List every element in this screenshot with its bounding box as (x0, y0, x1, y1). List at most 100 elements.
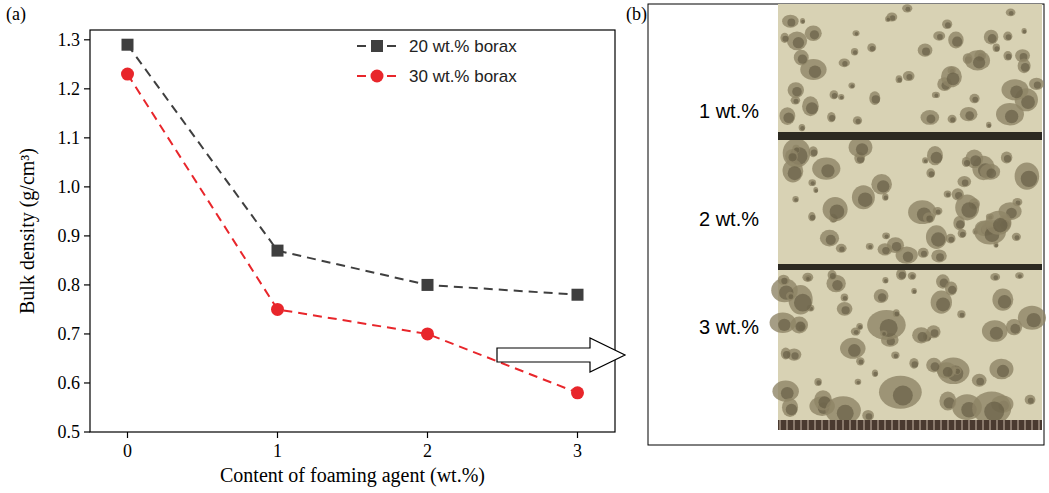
pore (804, 275, 811, 281)
pore (958, 229, 967, 238)
pore (800, 18, 805, 24)
pore-shadow (873, 372, 877, 376)
pore (836, 244, 847, 253)
pore-shadow (924, 159, 928, 163)
pore-shadow (918, 332, 928, 342)
pore-shadow (976, 378, 984, 386)
ruler-tick (857, 420, 858, 430)
pore-shadow (848, 344, 861, 357)
pore (885, 16, 891, 22)
pore-shadow (956, 220, 965, 229)
pore (799, 124, 806, 131)
pore (848, 82, 855, 88)
pore (1006, 9, 1016, 17)
ruler-tick (1025, 420, 1026, 430)
ruler-tick (1032, 420, 1033, 430)
pore-shadow (781, 387, 794, 400)
plot-frame (90, 30, 615, 432)
pore-shadow (810, 215, 816, 221)
slab-gap (778, 132, 1042, 140)
ruler-tick (1018, 420, 1019, 430)
pore-shadow (856, 143, 868, 155)
pore (882, 193, 888, 201)
y-tick (84, 39, 90, 40)
pore-shadow (778, 319, 790, 331)
pore (839, 58, 850, 67)
pore-shadow (832, 280, 842, 290)
pore (902, 4, 912, 12)
pore-shadow (895, 312, 900, 317)
ruler-tick (864, 420, 865, 430)
pore-shadow (814, 189, 818, 193)
pore (790, 316, 808, 333)
pore-shadow (791, 352, 798, 359)
ruler-tick (829, 420, 830, 430)
y-tick (84, 137, 90, 138)
pore (944, 190, 952, 197)
foam-slab (770, 268, 1046, 425)
pore (781, 347, 791, 359)
pore-shadow (936, 209, 941, 214)
pore (953, 216, 965, 230)
data-point (422, 279, 434, 291)
y-tick-label: 1.0 (58, 177, 81, 197)
photo-label: 2 wt.% (699, 208, 759, 230)
pore-shadow (965, 111, 974, 120)
pore-shadow (998, 295, 1011, 308)
data-point (272, 245, 284, 257)
legend: 20 wt.% borax30 wt.% borax (357, 37, 517, 86)
pore-shadow (839, 246, 844, 251)
pore (984, 30, 999, 45)
pore-shadow (829, 115, 835, 121)
data-point (122, 39, 134, 51)
pore-shadow (882, 332, 886, 336)
pore (787, 31, 807, 50)
series-line (128, 74, 578, 393)
ruler-tick (969, 420, 970, 430)
pore (841, 294, 849, 302)
pore-shadow (792, 87, 802, 97)
pore-shadow (786, 404, 797, 415)
pore-shadow (921, 251, 927, 257)
y-tick (84, 235, 90, 236)
pore-shadow (929, 171, 935, 177)
ruler-tick (899, 420, 900, 430)
ruler-tick (927, 420, 928, 430)
pore (1012, 233, 1021, 241)
pore-shadow (987, 124, 991, 128)
pore-shadow (945, 22, 951, 28)
y-tick-label: 0.8 (58, 275, 81, 295)
x-tick (277, 432, 278, 438)
y-tick-label: 0.7 (58, 324, 81, 344)
pore-shadow (866, 413, 873, 420)
pore-shadow (990, 327, 1003, 340)
pore-shadow (922, 48, 930, 56)
pore (982, 320, 1008, 342)
pore-shadow (885, 234, 889, 238)
pore-shadow (1027, 313, 1041, 327)
photo-label: 1 wt.% (699, 100, 759, 122)
pore-shadow (961, 202, 977, 218)
pore-shadow (880, 319, 898, 337)
pore-shadow (783, 112, 794, 123)
ruler-tick (878, 420, 879, 430)
pore (880, 330, 887, 336)
pore-shadow (984, 401, 1004, 421)
pore (1001, 79, 1028, 100)
pore-shadow (952, 37, 962, 47)
pore-shadow (858, 192, 872, 206)
pore (891, 352, 899, 359)
pore (882, 277, 888, 284)
data-point (571, 386, 584, 399)
pore (849, 137, 873, 157)
pore-shadow (993, 218, 1007, 232)
pore (990, 273, 1000, 281)
pore (871, 174, 892, 195)
x-tick (427, 432, 428, 438)
pore-shadow (913, 290, 917, 294)
pore (838, 94, 844, 100)
ruler-tick (906, 420, 907, 430)
pore-shadow (830, 204, 845, 219)
pore-shadow (800, 126, 804, 130)
pore-shadow (811, 150, 818, 157)
